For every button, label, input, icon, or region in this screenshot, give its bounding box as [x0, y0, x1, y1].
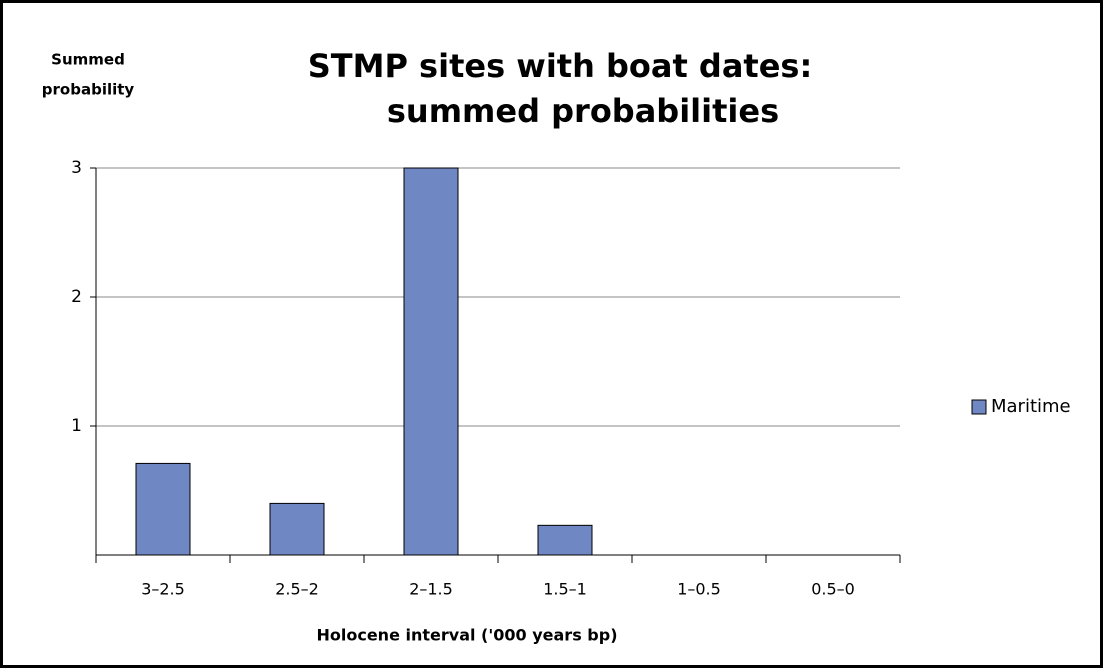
- x-tick-label: 3–2.5: [141, 580, 185, 599]
- chart-title: summed probabilities: [387, 92, 779, 130]
- bar: [537, 524, 593, 556]
- y-tick-label: 3: [71, 158, 82, 178]
- bar: [135, 462, 191, 556]
- y-tick-label: 1: [71, 416, 82, 436]
- bar: [403, 167, 459, 556]
- x-tick-label: 2.5–2: [275, 580, 319, 599]
- chart-title: STMP sites with boat dates:: [308, 47, 813, 85]
- y-axis-label: probability: [42, 81, 135, 99]
- x-tick-label: 1–0.5: [677, 580, 721, 599]
- x-tick-label: 0.5–0: [811, 580, 855, 599]
- x-tick-label: 2–1.5: [409, 580, 453, 599]
- y-axis-label: Summed: [51, 51, 125, 69]
- x-tick-label: 1.5–1: [543, 580, 587, 599]
- x-axis-label: Holocene interval ('000 years bp): [316, 626, 617, 645]
- y-tick-label: 2: [71, 287, 82, 307]
- legend-swatch: [971, 399, 987, 415]
- legend-label: Maritime: [991, 396, 1071, 417]
- bar: [269, 502, 325, 556]
